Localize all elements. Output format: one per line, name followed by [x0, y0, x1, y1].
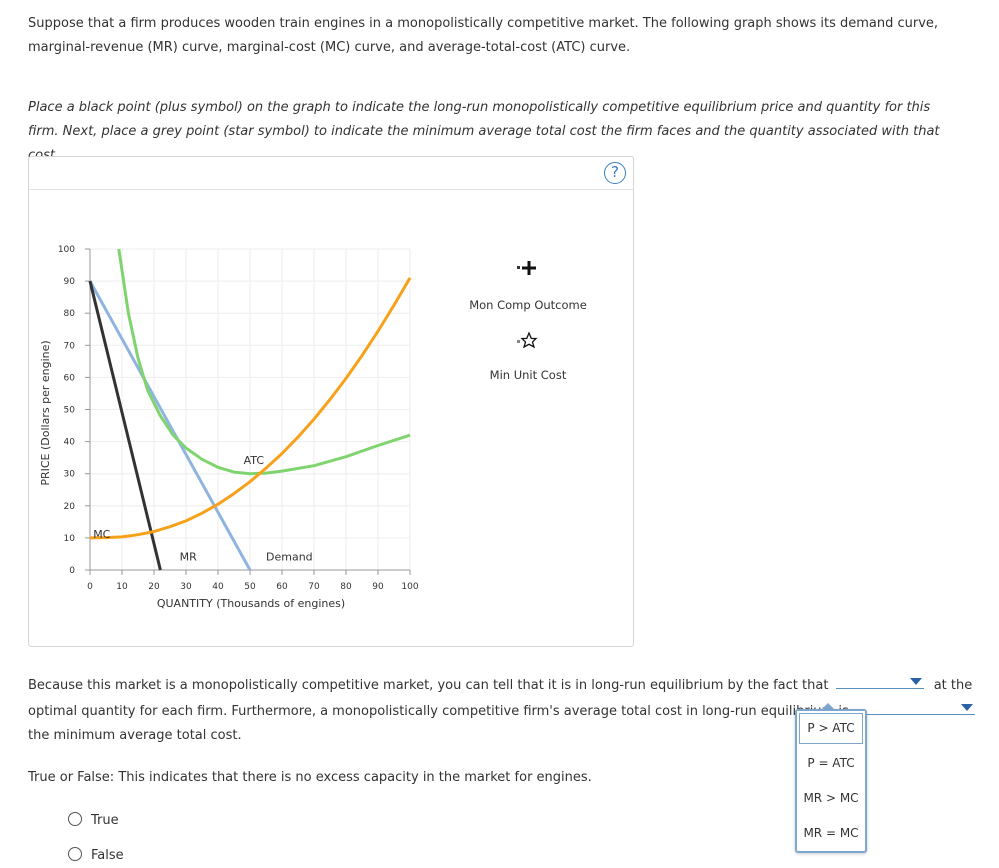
tool-label-mon-comp: Mon Comp Outcome: [469, 298, 587, 312]
curve-demand: [88, 280, 252, 571]
y-tick-label: 20: [64, 502, 76, 512]
tool-label-min-unit-cost: Min Unit Cost: [490, 368, 567, 382]
question-instructions: Place a black point (plus symbol) on the…: [28, 100, 940, 163]
graph-panel: ? 0 10 20 30 40 50 60 70 80 90 100 0 10 20 30 40 50 60 70 8…: [28, 156, 634, 647]
plus-tool-handle[interactable]: [517, 266, 520, 269]
followup-text-3: the minimum average total cost.: [28, 728, 242, 743]
curve-label-demand: Demand: [266, 550, 313, 563]
y-tick-label: 100: [58, 245, 75, 255]
radio-circle-icon[interactable]: [68, 812, 82, 826]
curve-mr: [88, 280, 162, 571]
question-intro: Suppose that a firm produces wooden trai…: [28, 16, 939, 55]
curves: [88, 248, 412, 571]
x-tick-label: 70: [308, 582, 320, 592]
radio-true-label: True: [91, 813, 119, 828]
star-icon[interactable]: [520, 331, 538, 349]
x-tick-label: 10: [116, 582, 128, 592]
x-tick-label: 90: [372, 582, 384, 592]
radio-circle-icon[interactable]: [68, 847, 82, 861]
followup-text-1: Because this market is a monopolisticall…: [28, 678, 829, 693]
y-tick-label: 30: [64, 470, 76, 480]
curve-labels: MC MR Demand ATC: [93, 454, 312, 563]
truefalse-prompt: True or False: This indicates that there…: [28, 770, 592, 785]
y-tick-label: 40: [64, 438, 76, 448]
x-tick-label: 60: [276, 582, 288, 592]
tool-mon-comp-outcome[interactable]: Mon Comp Outcome: [469, 261, 587, 312]
tool-min-unit-cost[interactable]: Min Unit Cost: [490, 331, 567, 382]
x-tick-label: 50: [244, 582, 256, 592]
y-axis-title: PRICE (Dollars per engine): [39, 340, 52, 485]
followup-paragraph: Because this market is a monopolisticall…: [28, 672, 983, 748]
grid: [90, 248, 411, 570]
x-tick-label: 20: [148, 582, 160, 592]
dropdown-option-mr-gt-mc[interactable]: MR > MC: [803, 791, 859, 805]
x-tick-label: 40: [212, 582, 224, 592]
dropdown-equilibrium-condition[interactable]: [835, 672, 924, 689]
chevron-down-icon[interactable]: [960, 704, 973, 711]
x-tick-label: 100: [401, 582, 418, 592]
chevron-down-icon[interactable]: [909, 678, 922, 685]
x-tick-label: 30: [180, 582, 192, 592]
y-tick-label: 10: [64, 534, 76, 544]
dropdown-menu-notch: [822, 703, 834, 709]
y-tick-label: 50: [64, 406, 76, 416]
star-tool-handle[interactable]: [517, 340, 520, 343]
dropdown-options-menu[interactable]: P > ATC P = ATC MR > MC MR = MC: [795, 709, 867, 853]
x-tick-label: 0: [87, 582, 93, 592]
dropdown-option-mr-eq-mc[interactable]: MR = MC: [803, 826, 859, 840]
plus-icon[interactable]: [522, 261, 536, 275]
dropdown-atc-comparison[interactable]: [866, 698, 975, 715]
radio-true[interactable]: True: [68, 812, 119, 828]
curve-label-mr: MR: [180, 550, 197, 563]
help-icon[interactable]: ?: [604, 162, 626, 184]
y-tick-label: 80: [64, 309, 76, 319]
radio-false[interactable]: False: [68, 847, 124, 863]
curve-mc: [89, 277, 412, 540]
y-tick-label: 0: [69, 566, 75, 576]
curve-atc: [117, 248, 411, 476]
graph-panel-header: ?: [29, 157, 633, 190]
axes: 0 10 20 30 40 50 60 70 80 90 100 0 10 20 30 40 50 60 70 80 9…: [58, 245, 419, 592]
dropdown-option-p-eq-atc[interactable]: P = ATC: [807, 756, 855, 770]
x-tick-label: 80: [340, 582, 352, 592]
y-tick-label: 70: [64, 341, 76, 351]
radio-false-label: False: [91, 848, 124, 863]
curve-label-mc: MC: [93, 528, 110, 541]
followup-text-2: at the optimal quantity for each firm. F…: [28, 678, 973, 719]
y-tick-label: 90: [64, 277, 76, 287]
graph-canvas[interactable]: 0 10 20 30 40 50 60 70 80 90 100 0 10 20 30 40 50 60 70 80 9…: [29, 157, 633, 646]
x-axis-title: QUANTITY (Thousands of engines): [157, 597, 345, 610]
curve-label-atc: ATC: [244, 454, 265, 467]
dropdown-option-p-gt-atc[interactable]: P > ATC: [797, 711, 865, 746]
y-tick-label: 60: [64, 373, 76, 383]
